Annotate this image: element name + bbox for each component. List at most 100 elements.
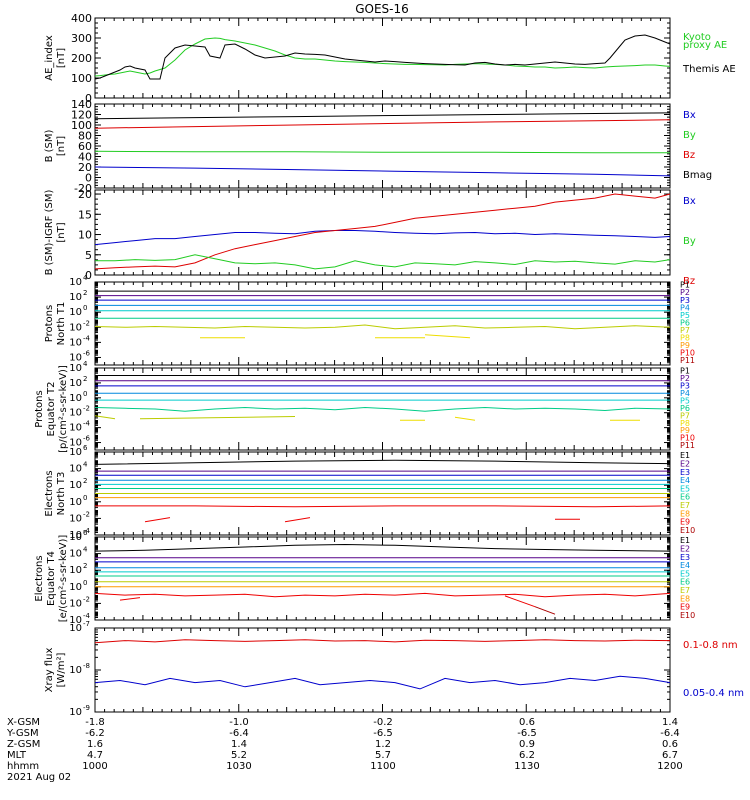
time-axis-row-label: Y-GSM [7,728,39,739]
y-axis-label: North T1 [56,302,67,346]
y-tick-label: 10 [69,423,82,434]
y-tick-label: 10 [69,582,82,593]
time-axis-value: -0.2 [373,717,393,728]
date-label: 2021 Aug 02 [7,772,72,783]
legend-entry: E8 [680,594,690,603]
figure-title: GOES-16 [355,2,409,16]
time-axis-value: -6.5 [373,728,393,739]
y-tick-label: 10 [69,480,82,491]
y-tick-label: 10 [69,337,82,348]
y-tick-exponent: -2 [83,405,90,413]
legend-entry: Bmag [683,170,712,181]
legend-entry: E5 [680,484,690,493]
time-axis-value: 5.7 [375,750,391,761]
y-axis-label: Equator T2 [46,382,57,437]
legend-entry: Bz [683,150,695,161]
time-axis-value: 6.2 [519,750,535,761]
legend-entry: P10 [680,349,695,358]
y-axis-label: B (SM) [44,129,55,162]
legend-entry: proxy AE [683,40,727,51]
y-tick-label: 300 [71,32,92,45]
series-line [94,459,671,465]
series-line [94,34,671,80]
y-tick-exponent: 0 [83,579,87,587]
y-tick-label: 10 [69,532,82,543]
series-line [94,166,671,177]
legend-entry: Bz [683,276,695,287]
y-tick-exponent: -4 [83,334,91,342]
y-tick-label: 10 [69,363,82,374]
legend-entry: P4 [680,389,690,398]
y-tick-label: 400 [71,12,92,25]
y-tick-label: -20 [74,182,92,195]
y-tick-label: 40 [78,151,92,164]
y-tick-exponent: -8 [83,662,90,670]
y-tick-label: 200 [71,52,92,65]
series-line [94,639,671,644]
y-tick-exponent: 4 [83,461,88,469]
y-tick-exponent: 2 [83,289,87,297]
series-line [94,592,671,598]
series-line [94,675,671,690]
y-axis-label: Protons [34,390,45,427]
y-tick-label: 10 [69,378,82,389]
time-axis-value: -6.2 [85,728,105,739]
y-axis-label: Xray flux [44,648,55,693]
legend-entry: P4 [680,303,690,312]
y-tick-exponent: 2 [83,562,87,570]
series-line [94,150,670,154]
y-tick-label: 10 [69,307,82,318]
y-tick-exponent: -9 [83,704,90,712]
y-tick-exponent: 2 [83,375,87,383]
y-tick-label: 60 [78,140,92,153]
y-tick-label: 5 [85,249,92,262]
y-axis-label: [W/m²] [56,652,67,687]
legend-entry: P9 [680,426,690,435]
time-axis-row-label: X-GSM [7,717,41,728]
y-tick-exponent: 6 [83,444,88,452]
y-tick-label: 10 [78,229,92,242]
time-axis-value: 1030 [226,761,252,772]
series-line [94,37,671,77]
legend-entry: E7 [680,586,690,595]
panel-frame [94,103,671,189]
y-tick-label: 10 [69,665,82,676]
y-tick-exponent: -4 [83,527,91,535]
legend-entry: By [683,236,696,247]
y-axis-label: B (SM)-IGRF (SM) [44,190,55,276]
legend-entry: P5 [680,396,690,405]
legend-entry: E7 [680,501,690,510]
legend-entry: P6 [680,404,690,413]
series-line [284,517,311,523]
y-tick-exponent: -6 [83,349,91,357]
y-tick-label: 100 [71,72,92,85]
legend-entry: P9 [680,341,690,350]
y-tick-label: 20 [78,161,92,174]
time-axis-row-label: Z-GSM [7,739,41,750]
y-axis-label: AE_index [44,35,55,81]
legend-entry: By [683,130,696,141]
time-axis-value: -6.5 [517,728,537,739]
series-line [144,517,171,523]
legend-entry: E8 [680,509,690,518]
y-tick-exponent: 0 [83,494,87,502]
legend-entry: 0.05-0.4 nm [683,688,744,699]
y-tick-exponent: 2 [83,477,87,485]
legend-entry: P10 [680,434,695,443]
legend-entry: Bx [683,110,696,121]
y-tick-label: 10 [69,352,82,363]
legend-entry: P1 [680,367,690,376]
y-tick-label: 10 [69,447,82,458]
y-tick-label: 10 [69,277,82,288]
y-tick-label: 10 [69,292,82,303]
legend-entry: P3 [680,382,690,391]
series-line [139,416,296,420]
time-axis-value: 0.6 [519,717,535,728]
y-tick-label: 10 [69,549,82,560]
y-tick-label: 100 [71,119,92,132]
legend-entry: E4 [680,561,690,570]
y-tick-label: 10 [69,322,82,333]
y-axis-label: Electrons [34,555,45,601]
